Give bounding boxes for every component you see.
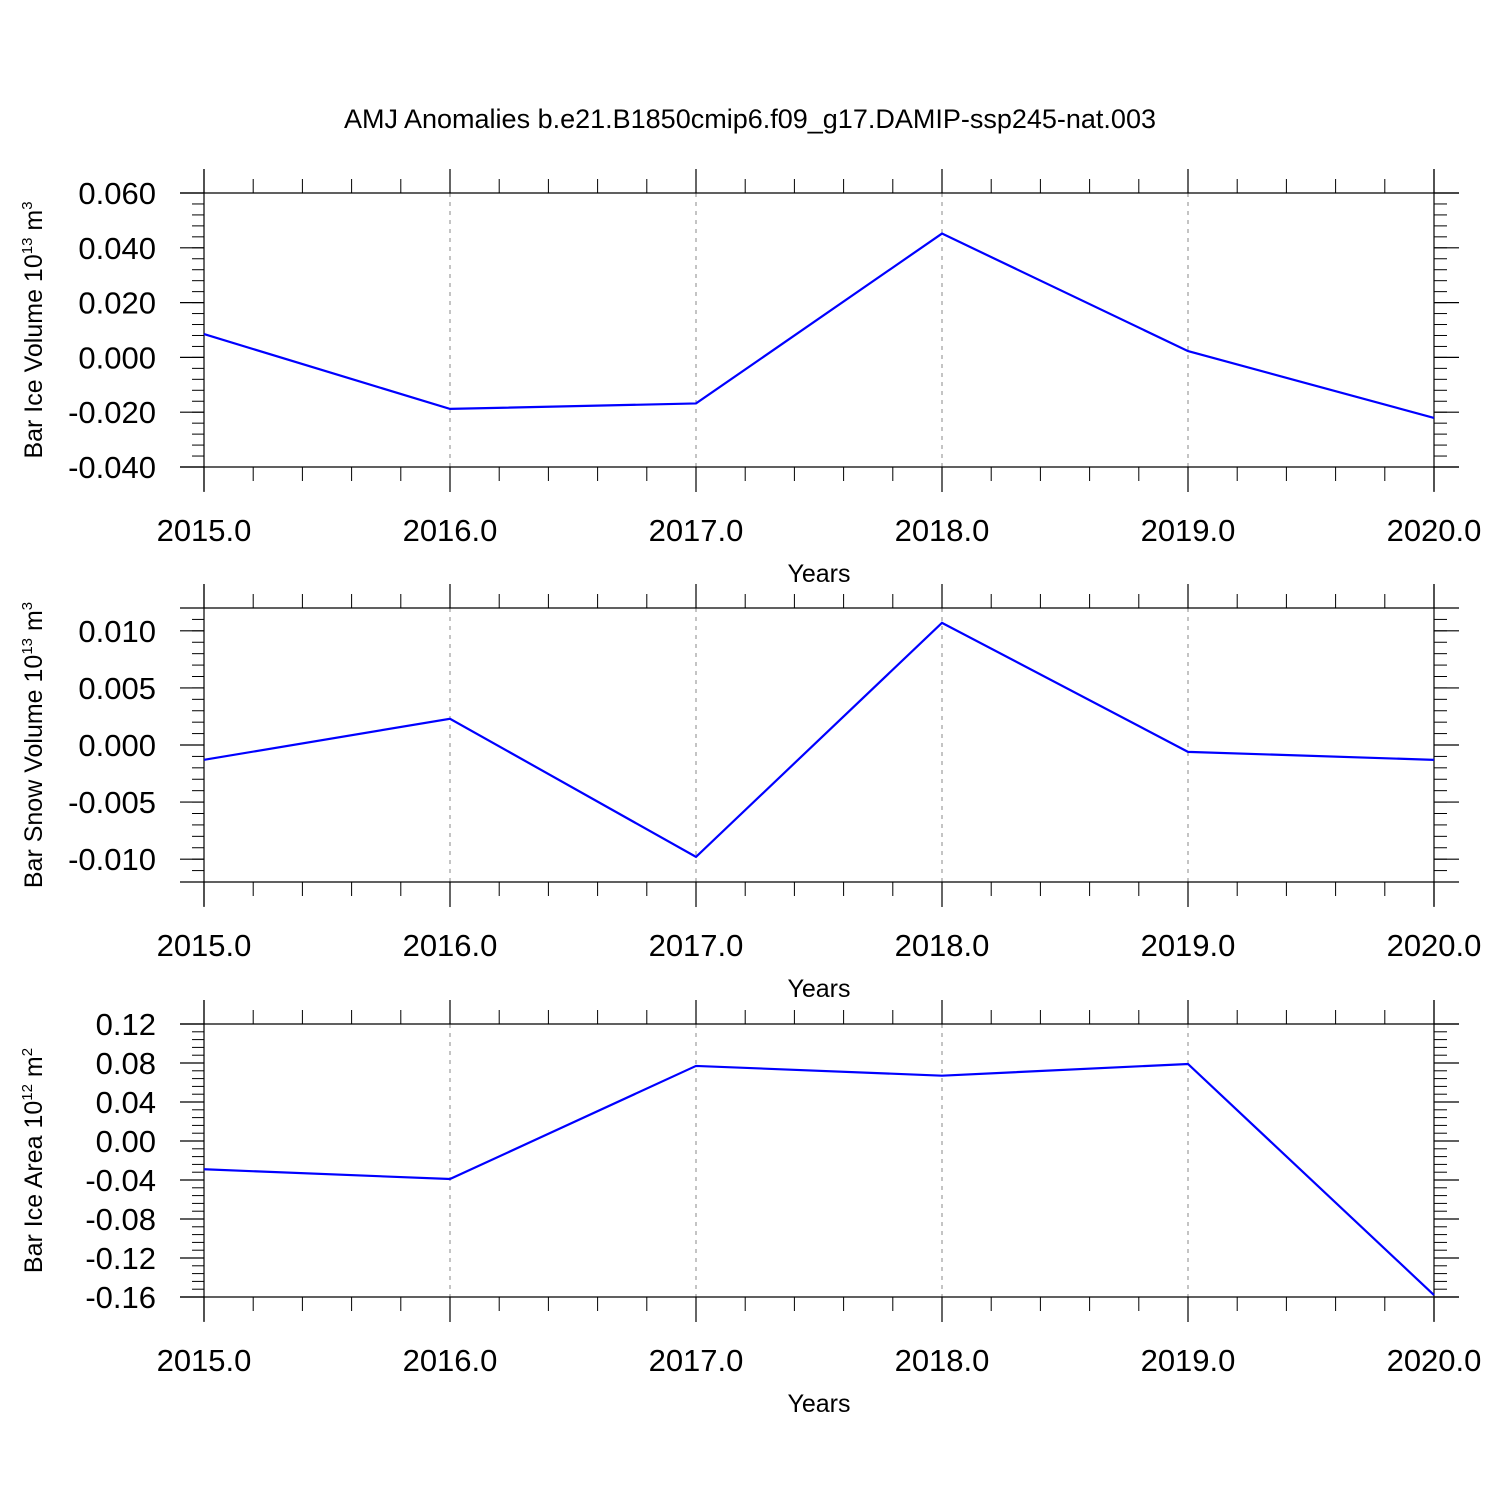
ice-volume-y-tick-label: -0.020 xyxy=(68,395,156,430)
ice-area-y-tick-label: -0.08 xyxy=(85,1202,156,1237)
snow-volume-x-axis-title: Years xyxy=(787,975,850,1003)
snow-volume-x-tick-label: 2015.0 xyxy=(157,928,252,963)
ice-volume-x-tick-label: 2018.0 xyxy=(895,513,990,548)
ice-area-y-tick-label: 0.04 xyxy=(96,1085,156,1120)
ice-area-y-axis-title: Bar Ice Area 1012 m2 xyxy=(19,1048,48,1273)
ice-volume-x-tick-label: 2019.0 xyxy=(1141,513,1236,548)
ice-area-series-line xyxy=(203,1062,1435,1296)
ice-volume-x-axis-title: Years xyxy=(787,560,850,588)
snow-volume-x-tick-label: 2018.0 xyxy=(895,928,990,963)
ice-area-x-tick-label: 2020.0 xyxy=(1387,1343,1482,1378)
snow-volume-series-line xyxy=(203,621,1435,859)
snow-volume-y-axis-title: Bar Snow Volume 1013 m3 xyxy=(19,602,48,888)
ice-area-x-tick-label: 2017.0 xyxy=(649,1343,744,1378)
snow-volume-y-tick-label: -0.010 xyxy=(68,842,156,877)
ice-volume-y-tick-label: 0.000 xyxy=(78,340,156,375)
ice-area-x-axis-title: Years xyxy=(787,1390,850,1418)
chart-title: AMJ Anomalies b.e21.B1850cmip6.f09_g17.D… xyxy=(344,104,1156,134)
ice-area-y-tick-label: 0.08 xyxy=(96,1046,156,1081)
panel-snow-volume: -0.010 -0.005 0.000 0.005 0.010 2015.0 2016.0 2… xyxy=(19,584,1481,1003)
panel-ice-area: -0.16 -0.12 -0.08 -0.04 0.00 0.04 0.08 0.12 2015… xyxy=(19,1000,1481,1418)
ice-volume-series-line xyxy=(203,232,1435,420)
ice-area-y-tick-label: -0.04 xyxy=(85,1163,156,1198)
ice-area-y-tick-label: 0.00 xyxy=(96,1124,156,1159)
snow-volume-x-tick-label: 2016.0 xyxy=(403,928,498,963)
snow-volume-x-tick-label: 2017.0 xyxy=(649,928,744,963)
ice-volume-x-tick-label: 2020.0 xyxy=(1387,513,1482,548)
snow-volume-y-tick-label: 0.010 xyxy=(78,614,156,649)
ice-volume-x-tick-label: 2017.0 xyxy=(649,513,744,548)
ice-area-x-tick-label: 2016.0 xyxy=(403,1343,498,1378)
ice-area-x-tick-label: 2019.0 xyxy=(1141,1343,1236,1378)
ice-volume-x-tick-label: 2016.0 xyxy=(403,513,498,548)
ice-area-x-tick-label: 2018.0 xyxy=(895,1343,990,1378)
ice-volume-y-axis-title: Bar Ice Volume 1013 m3 xyxy=(19,201,48,458)
ice-area-y-tick-label: 0.12 xyxy=(96,1007,156,1042)
panel-ice-volume: -0.040 -0.020 0.000 0.020 0.040 0.060 2015.0 20… xyxy=(19,169,1481,588)
ice-volume-y-tick-label: 0.040 xyxy=(78,231,156,266)
ice-volume-y-tick-label: 0.060 xyxy=(78,176,156,211)
ice-area-y-tick-label: -0.16 xyxy=(85,1280,156,1315)
ice-area-y-tick-label: -0.12 xyxy=(85,1241,156,1276)
snow-volume-y-tick-label: 0.005 xyxy=(78,671,156,706)
snow-volume-y-tick-label: -0.005 xyxy=(68,785,156,820)
ice-volume-y-tick-label: 0.020 xyxy=(78,286,156,321)
snow-volume-x-tick-label: 2020.0 xyxy=(1387,928,1482,963)
snow-volume-y-tick-label: 0.000 xyxy=(78,728,156,763)
ice-volume-y-tick-label: -0.040 xyxy=(68,450,156,485)
snow-volume-x-tick-label: 2019.0 xyxy=(1141,928,1236,963)
ice-area-x-tick-label: 2015.0 xyxy=(157,1343,252,1378)
ice-volume-x-tick-label: 2015.0 xyxy=(157,513,252,548)
